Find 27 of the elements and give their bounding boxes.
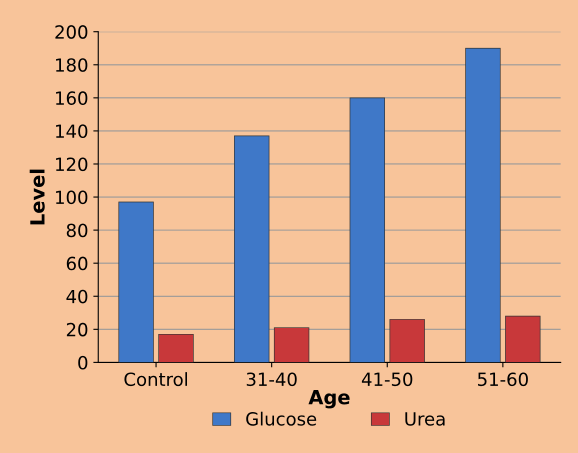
y-tick-label: 80	[66, 224, 88, 238]
bar	[118, 202, 154, 362]
y-tick-label: 60	[66, 256, 88, 270]
y-tick-label: 160	[56, 91, 88, 105]
y-tick-label: 20	[66, 322, 88, 336]
x-tick-label: 51-60	[478, 372, 528, 386]
x-axis-title: Age	[308, 390, 350, 408]
y-tick-label: 0	[78, 356, 88, 370]
bar	[350, 98, 386, 362]
x-tick-label: 41-50	[362, 372, 412, 386]
bar	[158, 334, 194, 362]
y-tick-label: 40	[66, 290, 88, 304]
x-tick-label: Control	[124, 372, 187, 386]
bar	[234, 136, 270, 362]
x-tick-label: 31-40	[246, 372, 297, 386]
y-tick-label: 140	[56, 124, 88, 138]
y-axis-title: Level	[30, 170, 45, 224]
y-tick-label: 200	[55, 25, 88, 39]
bar	[505, 316, 540, 362]
legend-label: Glucose	[246, 412, 316, 426]
legend-label: Urea	[405, 412, 445, 426]
y-tick-label: 100	[56, 190, 88, 204]
bar	[465, 48, 501, 362]
y-tick-label: 180	[56, 58, 88, 72]
bar	[390, 319, 425, 362]
y-tick-label: 120	[56, 157, 88, 172]
bar	[274, 327, 310, 362]
